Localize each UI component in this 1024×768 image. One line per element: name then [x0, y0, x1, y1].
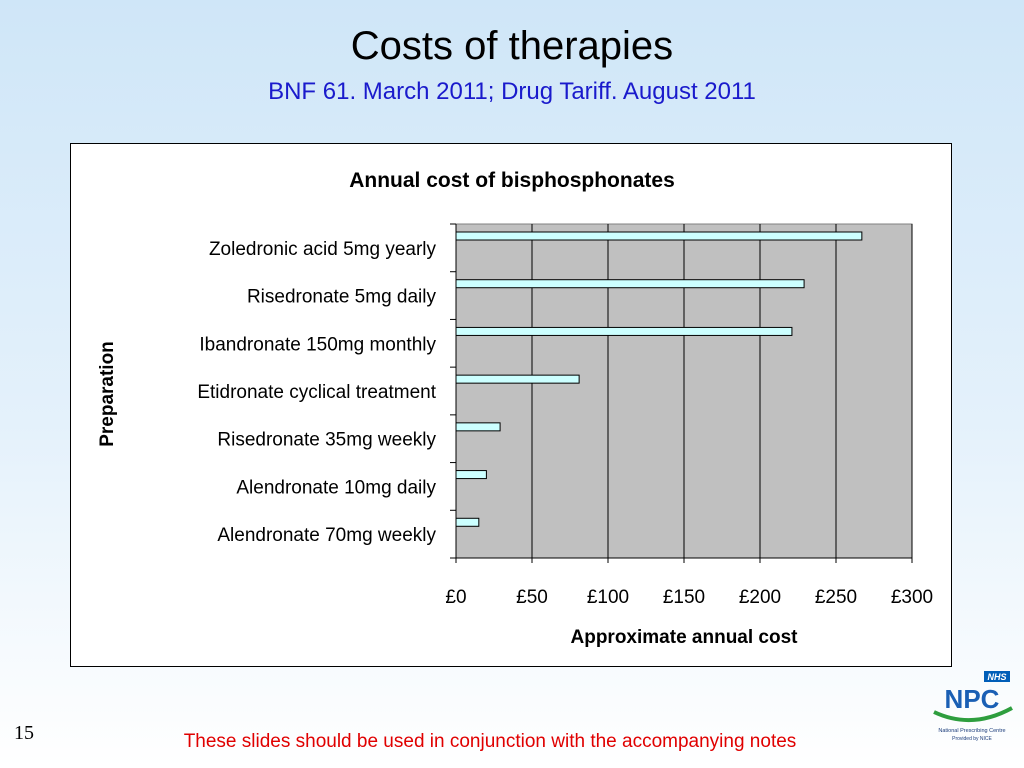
y-axis-title: Preparation: [97, 341, 118, 447]
chart-frame: Zoledronic acid 5mg yearly Risedronate 5m…: [70, 143, 952, 667]
bar: [455, 422, 501, 432]
category-label: Alendronate 70mg weekly: [217, 525, 436, 546]
x-tick-label: £300: [891, 587, 933, 608]
x-tick-label: £250: [815, 587, 857, 608]
category-label: Etidronate cyclical treatment: [197, 382, 436, 403]
category-label: Ibandronate 150mg monthly: [199, 334, 436, 355]
npc-logo-line2: Provided by NICE: [952, 736, 992, 742]
footer-note: These slides should be used in conjuncti…: [183, 731, 797, 752]
nhs-badge: NHS: [987, 672, 1006, 682]
chart-title: Annual cost of bisphosphonates: [349, 169, 675, 192]
npc-swoosh: [933, 706, 1013, 722]
slide-subtitle: BNF 61. March 2011; Drug Tariff. August …: [268, 78, 756, 105]
bar: [455, 279, 805, 289]
x-tick-label: £100: [587, 587, 629, 608]
category-label: Alendronate 10mg daily: [236, 477, 436, 498]
bar: [455, 231, 863, 241]
bar: [455, 470, 487, 480]
category-label: Risedronate 35mg weekly: [217, 430, 436, 451]
x-tick-label: £150: [663, 587, 705, 608]
category-label: Zoledronic acid 5mg yearly: [209, 239, 437, 260]
npc-logo-text: NPC: [945, 684, 1000, 714]
bar: [455, 326, 793, 336]
slide-number: 15: [14, 722, 34, 744]
x-tick-label: £50: [516, 587, 548, 608]
x-tick-label: £200: [739, 587, 781, 608]
slide-title: Costs of therapies: [350, 24, 674, 68]
bar: [455, 374, 580, 384]
npc-logo-line1: National Prescribing Centre: [938, 728, 1005, 734]
x-axis-title: Approximate annual cost: [571, 627, 799, 648]
bar-chart: Zoledronic acid 5mg yearly Risedronate 5m…: [97, 169, 933, 648]
bar: [455, 517, 480, 527]
npc-logo: NHS NPC National Prescribing Centre Prov…: [933, 671, 1013, 742]
category-label: Risedronate 5mg daily: [247, 287, 437, 308]
x-tick-label: £0: [445, 587, 466, 608]
